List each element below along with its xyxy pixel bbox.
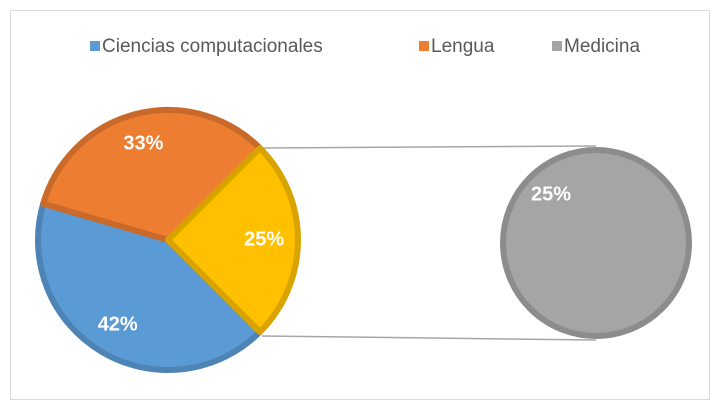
pie-slice [165,145,301,335]
data-label: 25% [244,228,284,250]
legend-swatch [552,41,562,51]
data-label: 33% [123,133,163,155]
legend-swatch [419,41,429,51]
legend-label: Lengua [431,36,495,57]
connector-line [261,145,597,149]
pie-slice [40,107,263,243]
legend-swatch [90,41,100,51]
connector-line [261,335,597,341]
data-label: 25% [531,183,571,205]
pie-slice [35,200,263,373]
pie-slice [500,147,692,339]
data-label: 42% [98,313,138,335]
legend-label: Ciencias computacionales [102,36,323,57]
legend-label: Medicina [564,36,640,57]
